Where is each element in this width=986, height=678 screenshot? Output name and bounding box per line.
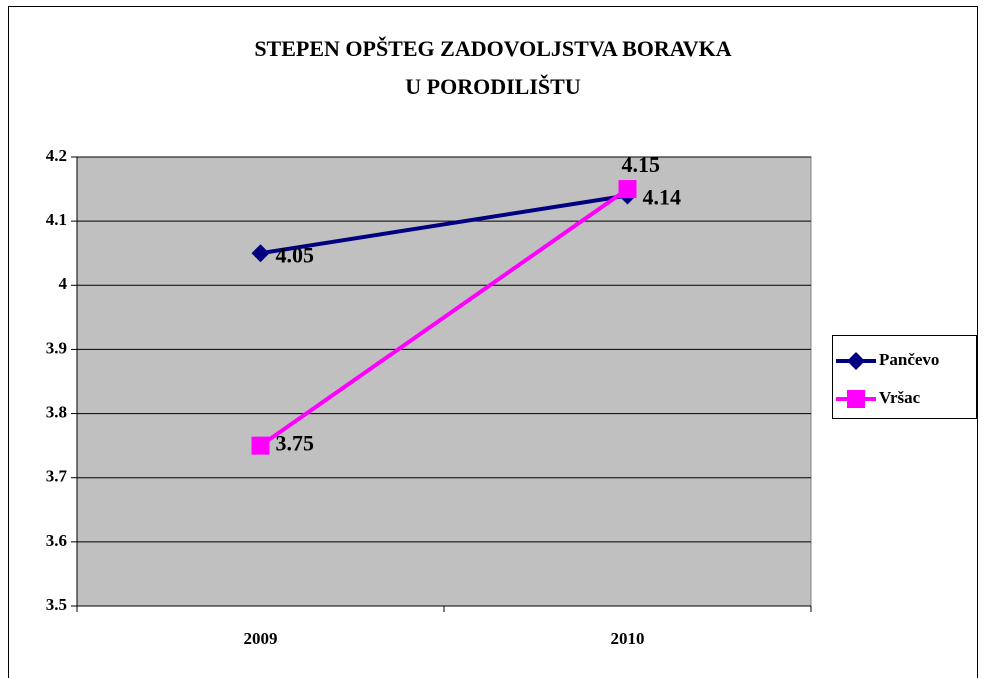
y-tick-label: 4.1 xyxy=(46,210,67,229)
series-line xyxy=(259,187,629,448)
chart-title: STEPEN OPŠTEG ZADOVOLJSTVA BORAVKA U POR… xyxy=(254,36,732,99)
marker xyxy=(251,244,270,263)
legend-label: Vršac xyxy=(879,388,921,407)
y-tick-label: 3.6 xyxy=(46,531,67,550)
marker xyxy=(847,352,865,370)
marker xyxy=(618,180,637,199)
series-line xyxy=(260,193,628,256)
data-label: 4.14 xyxy=(643,185,682,210)
data-label: 4.15 xyxy=(622,152,661,177)
data-label: 4.05 xyxy=(276,242,315,267)
y-tick-label: 3.8 xyxy=(46,402,67,421)
y-tick-label: 4.2 xyxy=(46,146,67,165)
y-tick-label: 4 xyxy=(59,274,68,293)
y-tick-label: 3.7 xyxy=(46,467,68,486)
data-label: 3.75 xyxy=(276,431,315,456)
x-tick-label: 2009 xyxy=(244,629,278,648)
marker xyxy=(251,436,270,455)
x-tick-label: 2010 xyxy=(611,629,645,648)
marker xyxy=(847,390,865,408)
y-tick-label: 3.9 xyxy=(46,338,67,357)
y-tick-label: 3.5 xyxy=(46,595,67,614)
legend-label: Pančevo xyxy=(879,350,939,369)
chart-frame xyxy=(8,6,978,678)
